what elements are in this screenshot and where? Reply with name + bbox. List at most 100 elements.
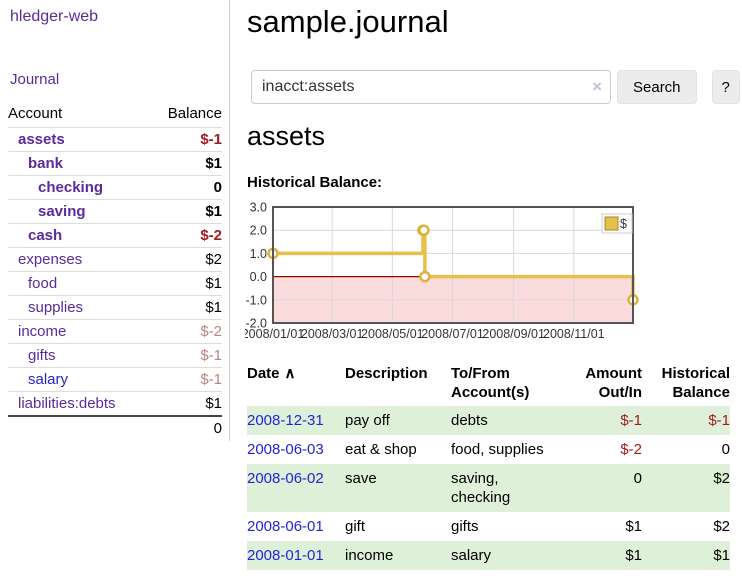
transaction-date-link[interactable]: 2008-06-02 bbox=[247, 470, 324, 487]
account-row: gifts $-1 bbox=[8, 343, 222, 368]
chart-y-tick-label: 1.0 bbox=[250, 247, 267, 261]
account-row: bank $1 bbox=[8, 151, 222, 176]
chart-legend-label: $ bbox=[620, 217, 627, 231]
transaction-accounts: saving, checking bbox=[451, 470, 511, 506]
sort-ascending-icon[interactable]: ∧ bbox=[284, 365, 296, 382]
transaction-accounts: gifts bbox=[451, 518, 479, 535]
account-link-assets[interactable]: assets bbox=[18, 131, 65, 148]
chart-y-tick-label: 0.0 bbox=[250, 270, 267, 284]
register-row: 2008-06-02 save saving, checking 0 $2 bbox=[247, 464, 730, 512]
register-header-amount-out-in: Amount Out/In bbox=[585, 365, 642, 401]
account-link-food[interactable]: food bbox=[28, 275, 58, 292]
account-link-supplies[interactable]: supplies bbox=[28, 299, 84, 316]
sidebar-total-balance: 0 bbox=[150, 415, 222, 440]
register-header-description: Description bbox=[345, 365, 428, 382]
sidebar-total-row: 0 bbox=[8, 415, 222, 440]
chart-border bbox=[272, 206, 634, 324]
register-table: Date ∧ Description To/From Account(s) Amount… bbox=[247, 362, 730, 570]
sidebar-accounts-table: Account Balance assets $-1 bank $1 checking 0… bbox=[8, 101, 222, 440]
transaction-accounts: food, supplies bbox=[451, 441, 544, 458]
accounts-column-header: Account bbox=[8, 105, 63, 122]
register-row: 2008-01-01 income salary $1 $1 bbox=[247, 541, 730, 570]
account-row: saving $1 bbox=[8, 199, 222, 224]
register-row: 2008-06-01 gift gifts $1 $2 bbox=[247, 512, 730, 541]
chart-y-tick-label: 3.0 bbox=[250, 201, 267, 215]
account-link-cash[interactable]: cash bbox=[28, 227, 63, 244]
sidebar: hledger-web Journal Account Balance asse… bbox=[0, 0, 230, 441]
register-header-date[interactable]: Date ∧ bbox=[247, 365, 296, 382]
historical-balance-chart: 3.0 2.0 1.0 0.0 -1.0 -2.0 2008/01/01 2008/03/01… bbox=[242, 200, 742, 345]
account-balance: $-1 bbox=[200, 371, 222, 388]
account-link-saving[interactable]: saving bbox=[38, 203, 86, 220]
account-link-income[interactable]: income bbox=[18, 323, 67, 340]
register-header-to-from-account-s-: To/From Account(s) bbox=[451, 365, 530, 401]
chart-x-tick-label: 2008/01/01 bbox=[245, 327, 304, 341]
transaction-balance: $-1 bbox=[708, 412, 730, 429]
search-input[interactable] bbox=[251, 70, 611, 104]
account-row: cash $-2 bbox=[8, 223, 222, 248]
chart-x-tick-label: 2008/03/01 bbox=[301, 327, 364, 341]
account-balance: $1 bbox=[205, 275, 222, 292]
transaction-date-link[interactable]: 2008-06-03 bbox=[247, 441, 324, 458]
account-heading: assets bbox=[247, 121, 326, 151]
transaction-amount: $1 bbox=[625, 547, 642, 564]
account-link-checking[interactable]: checking bbox=[38, 179, 104, 196]
chart-svg: 3.0 2.0 1.0 0.0 -1.0 -2.02008/01/012008/03/01… bbox=[242, 201, 639, 341]
account-row: income $-2 bbox=[8, 319, 222, 344]
transaction-date-link[interactable]: 2008-12-31 bbox=[247, 412, 324, 429]
chart-x-tick-label: 2008/09/01 bbox=[482, 327, 545, 341]
search-button[interactable]: Search bbox=[617, 70, 697, 104]
search-form: × Search ? bbox=[251, 70, 740, 104]
account-link-bank[interactable]: bank bbox=[28, 155, 64, 172]
clear-search-icon[interactable]: × bbox=[592, 77, 602, 96]
account-row: liabilities:debts $1 bbox=[8, 391, 222, 416]
account-link-liabilities-debts[interactable]: liabilities:debts bbox=[18, 395, 116, 412]
search-input-wrap: × bbox=[251, 70, 611, 104]
chart-data-point bbox=[419, 270, 431, 283]
chart-y-tick-label: -2.0 bbox=[245, 317, 267, 331]
transaction-date-link[interactable]: 2008-01-01 bbox=[247, 547, 324, 564]
chart-data-point bbox=[418, 224, 430, 236]
account-balance: $-1 bbox=[200, 131, 222, 148]
transaction-date-link[interactable]: 2008-06-01 bbox=[247, 518, 324, 535]
chart-x-tick-label: 2008/07/01 bbox=[421, 327, 484, 341]
page-title: sample.journal bbox=[247, 4, 449, 39]
transaction-accounts: salary bbox=[451, 547, 492, 564]
transaction-accounts: debts bbox=[451, 412, 488, 429]
account-row: salary $-1 bbox=[8, 367, 222, 392]
account-balance: $2 bbox=[205, 251, 222, 268]
balance-column-header: Balance bbox=[167, 105, 222, 122]
transaction-description: pay off bbox=[345, 412, 390, 429]
transaction-amount: $-2 bbox=[620, 441, 642, 458]
chart-legend-swatch bbox=[604, 216, 619, 231]
account-link-salary[interactable]: salary bbox=[28, 371, 69, 388]
transaction-description: income bbox=[345, 547, 394, 564]
account-balance: $1 bbox=[205, 203, 222, 220]
transaction-amount: $-1 bbox=[620, 412, 642, 429]
account-balance: $-1 bbox=[200, 347, 222, 364]
transaction-balance: $2 bbox=[713, 518, 730, 535]
transaction-amount: $1 bbox=[625, 518, 642, 535]
account-balance: $1 bbox=[205, 395, 222, 412]
account-balance: $1 bbox=[205, 155, 222, 172]
app-title-link[interactable]: hledger-web bbox=[10, 8, 99, 25]
help-button[interactable]: ? bbox=[711, 70, 740, 104]
transaction-description: eat & shop bbox=[345, 441, 417, 458]
account-balance: 0 bbox=[213, 179, 222, 196]
account-link-gifts[interactable]: gifts bbox=[28, 347, 56, 364]
account-link-expenses[interactable]: expenses bbox=[18, 251, 83, 268]
account-row: assets $-1 bbox=[8, 127, 222, 152]
nav-journal-link[interactable]: Journal bbox=[10, 71, 60, 88]
chart-x-tick-label: 2008/05/01 bbox=[361, 327, 424, 341]
register-header-historical-balance: Historical Balance bbox=[661, 365, 730, 401]
account-balance: $-2 bbox=[200, 227, 222, 244]
transaction-amount: 0 bbox=[633, 470, 642, 487]
chart-title: Historical Balance: bbox=[247, 174, 383, 191]
account-row: supplies $1 bbox=[8, 295, 222, 320]
account-row: food $1 bbox=[8, 271, 222, 296]
main-content: sample.journal × Search ? assets Histori… bbox=[242, 0, 742, 582]
chart-x-tick-label: 2008/11/01 bbox=[543, 327, 605, 341]
transaction-description: save bbox=[345, 470, 377, 487]
chart-y-tick-label: 2.0 bbox=[250, 224, 267, 238]
register-row: 2008-06-03 eat & shop food, supplies $-2 0 bbox=[247, 435, 730, 464]
